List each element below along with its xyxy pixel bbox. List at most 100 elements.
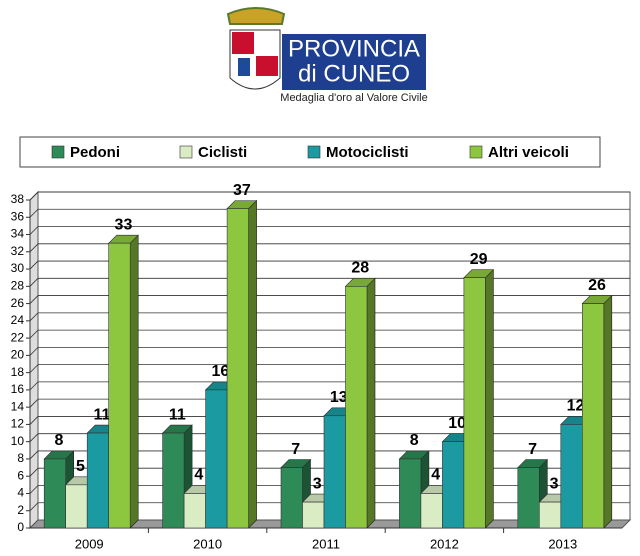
logo-box: [282, 34, 426, 90]
shield-quarter: [232, 32, 254, 54]
bar: [280, 467, 303, 529]
x-tick-label: 2011: [312, 536, 340, 551]
y-tick-label: 16: [11, 382, 25, 396]
grid-line: [29, 346, 630, 356]
y-tick-label: 28: [11, 278, 25, 292]
grid-line: [29, 433, 630, 442]
grid-line: [29, 208, 630, 218]
bar: [183, 493, 206, 529]
y-tick-label: 22: [11, 330, 25, 344]
grid-line: [29, 226, 630, 235]
legend-label: Altri veicoli: [488, 144, 569, 161]
plot: 0246810121416182022242628303234363820098…: [11, 182, 632, 551]
legend-label: Motociclisti: [326, 144, 409, 161]
y-tick-label: 4: [17, 486, 24, 500]
bar: [345, 286, 368, 529]
grid-line: [29, 260, 630, 270]
value-label: 11: [169, 406, 186, 423]
y-tick-label: 30: [11, 261, 25, 275]
value-label: 3: [313, 475, 322, 492]
legend-swatch: [51, 145, 65, 159]
grid-line: [29, 398, 630, 408]
legend-swatch: [469, 145, 483, 159]
bar-side: [129, 234, 139, 529]
y-tick-label: 14: [11, 399, 25, 413]
bar: [560, 424, 583, 529]
x-tick-label: 2012: [430, 536, 459, 551]
y-tick-label: 20: [11, 348, 25, 362]
bar: [43, 458, 67, 529]
bar: [538, 501, 562, 529]
y-tick-label: 26: [11, 296, 25, 310]
logo-line1: PROVINCIA: [288, 35, 420, 62]
bar-side: [366, 277, 376, 529]
value-label: 7: [291, 441, 300, 458]
bar: [420, 493, 443, 529]
grid-line: [29, 243, 630, 253]
value-label: 4: [431, 467, 440, 484]
legend: Pedoni Ciclisti Motociclisti Altri veicoli: [51, 144, 569, 161]
value-label: 26: [588, 277, 606, 294]
logo-motto: Medaglia d'oro al Valore Civile: [280, 92, 427, 104]
x-tick-label: 2009: [75, 536, 104, 551]
value-label: 37: [233, 182, 251, 199]
value-label: 8: [410, 432, 419, 449]
grid-line: [29, 312, 630, 322]
value-label: 10: [448, 415, 466, 432]
bar: [442, 441, 465, 529]
logo-line2: di CUNEO: [298, 60, 410, 87]
y-tick-label: 38: [11, 192, 25, 206]
x-tick-label: 2010: [193, 536, 222, 551]
value-label: 8: [54, 432, 63, 449]
value-label: 28: [351, 260, 369, 277]
grid-line: [29, 277, 630, 287]
bar: [86, 432, 109, 529]
y-tick-label: 24: [11, 313, 25, 327]
legend-label: Pedoni: [70, 144, 120, 161]
y-tick-label: 2: [17, 503, 24, 517]
value-label: 4: [194, 467, 203, 484]
legend-swatch: [307, 145, 321, 159]
shield-quarter: [238, 58, 250, 76]
bar: [162, 432, 185, 529]
y-tick-label: 34: [11, 227, 25, 241]
grid-line: [29, 364, 630, 373]
x-tick-label: 2013: [548, 536, 577, 551]
logo: PROVINCIA di CUNEO Medaglia d'oro al Val…: [226, 7, 428, 104]
value-label: 13: [330, 389, 348, 406]
shield-quarter: [256, 56, 278, 76]
y-tick-label: 6: [17, 468, 24, 482]
value-label: 11: [93, 406, 110, 423]
bar: [581, 303, 605, 529]
y-tick-label: 32: [11, 244, 25, 258]
grid-line: [29, 450, 630, 460]
value-label: 3: [550, 475, 559, 492]
y-tick-label: 18: [11, 365, 25, 379]
bar: [205, 389, 228, 529]
y-tick-label: 12: [11, 417, 25, 431]
value-label: 16: [211, 363, 229, 380]
crown: [226, 7, 286, 25]
value-label: 5: [76, 458, 85, 475]
bar: [399, 458, 422, 529]
bar: [108, 242, 131, 529]
bar: [323, 415, 346, 529]
bar: [517, 467, 540, 529]
grid-line: [29, 191, 630, 201]
bar-side: [248, 199, 257, 529]
legend-swatch: [179, 145, 193, 159]
left-wall: [29, 190, 39, 530]
y-tick-label: 36: [11, 209, 25, 223]
bar: [226, 208, 249, 529]
legend-label: Ciclisti: [198, 144, 247, 161]
value-label: 12: [567, 398, 585, 415]
value-label: 7: [528, 441, 537, 458]
y-tick-label: 0: [17, 520, 24, 534]
bar-side: [485, 268, 494, 529]
grid-line: [29, 329, 630, 339]
value-label: 29: [470, 251, 488, 268]
value-label: 33: [115, 216, 133, 233]
bar: [65, 484, 88, 529]
bar: [463, 277, 486, 529]
